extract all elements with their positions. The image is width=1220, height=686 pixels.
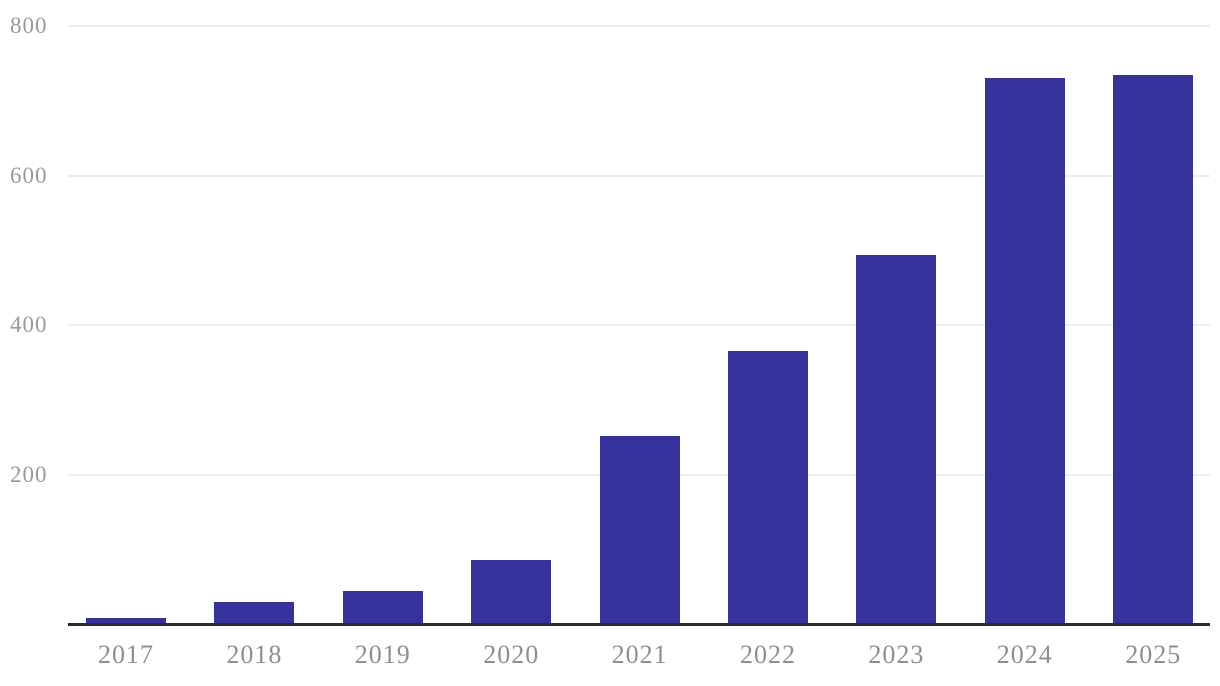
- bar-2019: [342, 591, 423, 624]
- bar-2022: [728, 351, 808, 624]
- bar-2024: [984, 78, 1065, 624]
- y-tick-label: 200: [10, 461, 48, 487]
- x-tick-label: 2022: [740, 640, 796, 669]
- x-tick-label: 2025: [1125, 640, 1182, 669]
- y-tick-label: 600: [10, 162, 48, 188]
- bar-2025: [1113, 74, 1194, 624]
- bar-2023: [856, 255, 937, 624]
- x-tick-label: 2020: [483, 640, 540, 669]
- bar-2020: [471, 560, 552, 624]
- bar-2018: [214, 601, 295, 624]
- y-tick-label: 400: [10, 312, 48, 337]
- gridline-600: [68, 174, 1210, 177]
- x-tick-label: 2017: [98, 640, 154, 669]
- bar-2017: [86, 618, 166, 624]
- x-tick-label: 2019: [354, 640, 411, 669]
- x-axis-line: [68, 623, 1210, 626]
- x-tick-label: 2018: [226, 640, 283, 669]
- gridline-400: [68, 324, 1210, 326]
- x-tick-label: 2023: [868, 640, 925, 669]
- bar-2021: [599, 435, 680, 624]
- x-tick-label: 2024: [996, 640, 1053, 669]
- y-tick-label: 800: [10, 13, 48, 38]
- gridline-800: [68, 25, 1210, 27]
- x-tick-label: 2021: [611, 640, 668, 669]
